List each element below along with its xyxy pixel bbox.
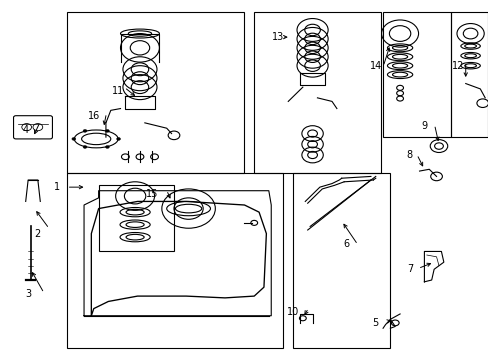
Text: 16: 16: [87, 111, 100, 121]
Text: 5: 5: [372, 318, 378, 328]
Circle shape: [105, 130, 109, 132]
Bar: [67, 173, 283, 348]
Text: 2: 2: [35, 229, 41, 239]
Text: 12: 12: [451, 61, 464, 71]
Bar: [67, 12, 244, 173]
Circle shape: [116, 138, 120, 140]
Circle shape: [83, 145, 87, 148]
Text: 10: 10: [286, 307, 299, 317]
Bar: [292, 173, 389, 348]
Text: 11: 11: [112, 86, 124, 96]
Bar: [450, 12, 487, 137]
Bar: [254, 12, 380, 173]
Text: 14: 14: [369, 61, 381, 71]
Text: 9: 9: [421, 121, 427, 131]
Bar: [382, 12, 450, 137]
Text: 4: 4: [22, 125, 29, 135]
Text: 6: 6: [343, 239, 349, 249]
Bar: [99, 185, 174, 251]
Circle shape: [72, 138, 76, 140]
Text: 1: 1: [54, 182, 60, 192]
Circle shape: [83, 130, 87, 132]
Text: 13: 13: [272, 32, 284, 42]
Text: 7: 7: [406, 264, 412, 274]
Text: 3: 3: [25, 289, 31, 299]
Circle shape: [105, 145, 109, 148]
Text: 8: 8: [406, 150, 412, 160]
Text: 15: 15: [145, 189, 158, 199]
